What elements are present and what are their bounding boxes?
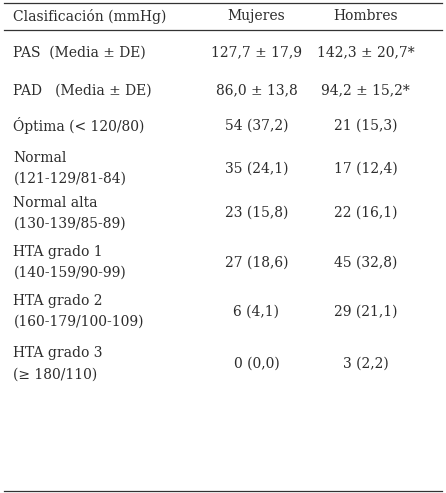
Text: 127,7 ± 17,9: 127,7 ± 17,9 bbox=[211, 46, 302, 60]
Text: 27 (18,6): 27 (18,6) bbox=[225, 255, 288, 269]
Text: Normal: Normal bbox=[13, 151, 67, 165]
Text: 94,2 ± 15,2*: 94,2 ± 15,2* bbox=[322, 84, 410, 98]
Text: (121-129/81-84): (121-129/81-84) bbox=[13, 172, 126, 186]
Text: 6 (4,1): 6 (4,1) bbox=[233, 305, 280, 318]
Text: (160-179/100-109): (160-179/100-109) bbox=[13, 315, 144, 329]
Text: 21 (15,3): 21 (15,3) bbox=[334, 119, 397, 133]
Text: (130-139/85-89): (130-139/85-89) bbox=[13, 216, 126, 230]
Text: 23 (15,8): 23 (15,8) bbox=[225, 206, 288, 220]
Text: Clasificación (mmHg): Clasificación (mmHg) bbox=[13, 9, 167, 24]
Text: Óptima (< 120/80): Óptima (< 120/80) bbox=[13, 117, 145, 134]
Text: HTA grado 2: HTA grado 2 bbox=[13, 294, 103, 308]
Text: 54 (37,2): 54 (37,2) bbox=[225, 119, 288, 133]
Text: PAD   (Media ± DE): PAD (Media ± DE) bbox=[13, 84, 152, 98]
Text: 142,3 ± 20,7*: 142,3 ± 20,7* bbox=[317, 46, 414, 60]
Text: (140-159/90-99): (140-159/90-99) bbox=[13, 266, 126, 280]
Text: 29 (21,1): 29 (21,1) bbox=[334, 305, 397, 318]
Text: 3 (2,2): 3 (2,2) bbox=[343, 357, 388, 371]
Text: 22 (16,1): 22 (16,1) bbox=[334, 206, 397, 220]
Text: HTA grado 3: HTA grado 3 bbox=[13, 347, 103, 360]
Text: PAS  (Media ± DE): PAS (Media ± DE) bbox=[13, 46, 146, 60]
Text: Normal alta: Normal alta bbox=[13, 196, 98, 210]
Text: Mujeres: Mujeres bbox=[227, 9, 285, 23]
Text: 35 (24,1): 35 (24,1) bbox=[225, 162, 288, 176]
Text: (≥ 180/110): (≥ 180/110) bbox=[13, 367, 98, 381]
Text: 0 (0,0): 0 (0,0) bbox=[234, 357, 279, 371]
Text: 45 (32,8): 45 (32,8) bbox=[334, 255, 397, 269]
Text: Hombres: Hombres bbox=[334, 9, 398, 23]
Text: HTA grado 1: HTA grado 1 bbox=[13, 245, 103, 259]
Text: 86,0 ± 13,8: 86,0 ± 13,8 bbox=[215, 84, 297, 98]
Text: 17 (12,4): 17 (12,4) bbox=[334, 162, 397, 176]
